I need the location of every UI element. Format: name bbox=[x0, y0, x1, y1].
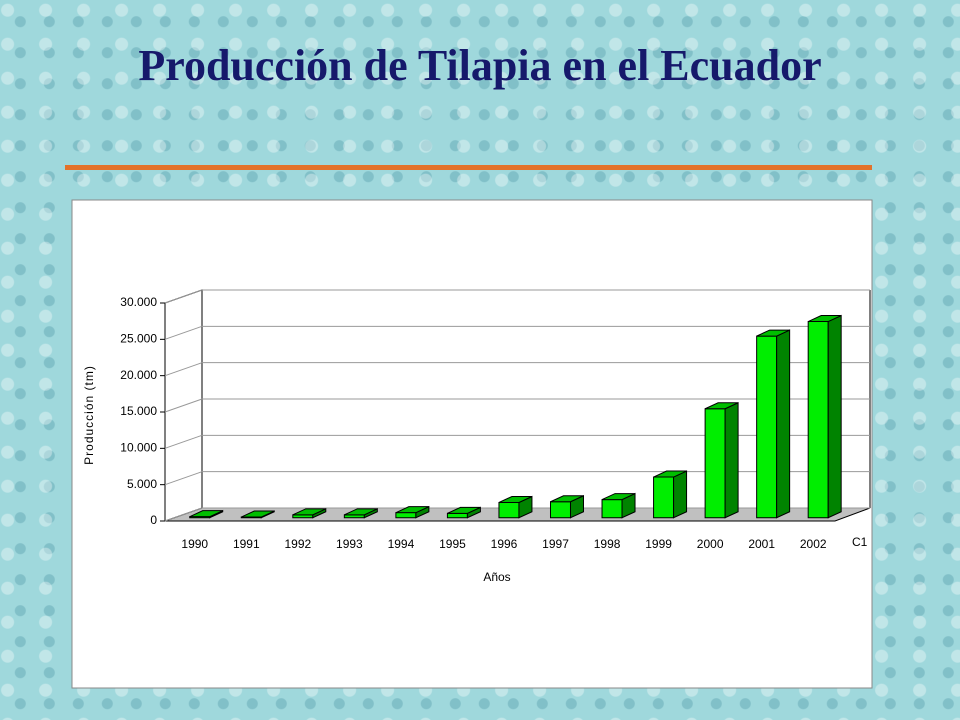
x-tick-label: 1994 bbox=[388, 537, 415, 551]
bar-face bbox=[756, 335, 778, 519]
bar-face bbox=[395, 512, 417, 519]
bar-face bbox=[776, 329, 791, 519]
bar-face bbox=[498, 501, 520, 519]
y-tick-label: 10.000 bbox=[120, 441, 157, 455]
bar-face bbox=[704, 408, 726, 519]
x-tick-label: 1996 bbox=[491, 537, 518, 551]
bar-face bbox=[807, 315, 842, 323]
bar-face bbox=[724, 401, 739, 519]
grid-line bbox=[164, 471, 203, 486]
bar-face bbox=[241, 510, 275, 518]
bar-face bbox=[673, 470, 688, 519]
bar-face bbox=[292, 508, 327, 516]
bar bbox=[807, 314, 842, 519]
bar bbox=[498, 495, 533, 519]
y-tick-label: 0 bbox=[150, 513, 157, 527]
bar-face bbox=[807, 321, 829, 519]
bar bbox=[292, 508, 327, 519]
y-tick-label: 15.000 bbox=[120, 404, 157, 418]
bar-face bbox=[550, 495, 584, 503]
grid-line bbox=[164, 289, 203, 304]
bar-face bbox=[189, 510, 223, 518]
title-rule bbox=[65, 165, 872, 170]
x-tick-label: 1998 bbox=[594, 537, 621, 551]
grid-line bbox=[164, 507, 203, 522]
bar bbox=[240, 510, 275, 519]
bar bbox=[653, 470, 688, 519]
x-tick-label: 2002 bbox=[800, 537, 827, 551]
x-tick-label: 1997 bbox=[542, 537, 569, 551]
x-tick-label: 1999 bbox=[645, 537, 672, 551]
grid-line bbox=[164, 434, 203, 449]
grid-line bbox=[164, 398, 203, 413]
bar-face bbox=[498, 495, 533, 503]
x-tick-label: 1993 bbox=[336, 537, 363, 551]
y-tick-label: 20.000 bbox=[120, 368, 157, 382]
bar-face bbox=[601, 493, 636, 501]
bar bbox=[189, 509, 224, 519]
depth-label: C1 bbox=[852, 535, 868, 549]
bar-face bbox=[395, 506, 430, 514]
x-axis-label: Años bbox=[483, 570, 510, 584]
grid-line bbox=[164, 362, 203, 377]
bar-face bbox=[756, 329, 790, 337]
bar bbox=[704, 401, 739, 519]
grid-line bbox=[164, 325, 203, 340]
chart-area bbox=[71, 199, 873, 689]
x-tick-label: 1991 bbox=[233, 537, 260, 551]
bar bbox=[395, 505, 430, 519]
bar bbox=[446, 506, 481, 519]
bar-face bbox=[344, 508, 378, 516]
bar-face bbox=[601, 499, 623, 519]
x-tick-label: 1990 bbox=[181, 537, 208, 551]
x-tick-label: 1992 bbox=[284, 537, 311, 551]
y-tick-label: 30.000 bbox=[120, 295, 157, 309]
slide-title: Producción de Tilapia en el Ecuador bbox=[138, 41, 822, 90]
x-tick-label: 2000 bbox=[697, 537, 724, 551]
bar bbox=[601, 492, 636, 519]
x-tick-label: 2001 bbox=[748, 537, 775, 551]
bar-face bbox=[549, 501, 571, 519]
bar-face bbox=[653, 470, 687, 478]
bar bbox=[756, 329, 791, 519]
bar-face bbox=[446, 512, 468, 519]
bar-face bbox=[827, 314, 842, 519]
y-axis-label: Producción (tm) bbox=[82, 365, 96, 465]
x-tick-label: 1995 bbox=[439, 537, 466, 551]
bar bbox=[343, 508, 378, 519]
bar-face bbox=[653, 476, 675, 519]
bar-face bbox=[704, 402, 739, 410]
y-tick-label: 25.000 bbox=[120, 332, 157, 346]
bar-face bbox=[447, 506, 481, 514]
y-tick-label: 5.000 bbox=[127, 477, 157, 491]
bar bbox=[549, 494, 584, 519]
